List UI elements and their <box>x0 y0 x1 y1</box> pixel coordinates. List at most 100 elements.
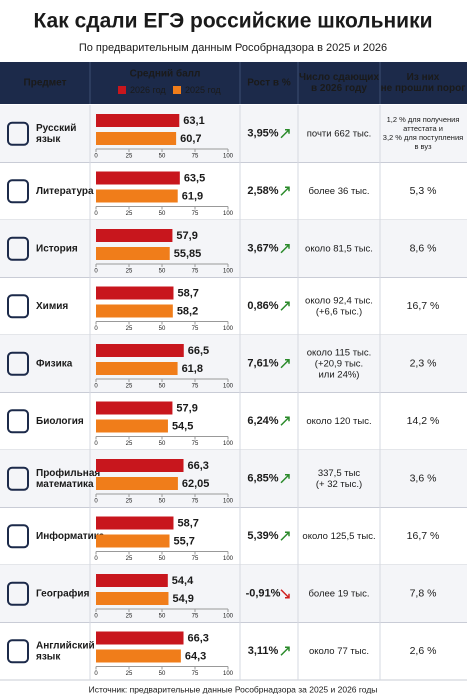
subject: Информатика <box>36 530 105 542</box>
failed: 14,2 % <box>407 415 440 427</box>
tick-label: 0 <box>94 614 98 620</box>
header-failed: не прошли порог <box>381 83 466 94</box>
bar <box>96 419 168 433</box>
bar <box>96 401 173 415</box>
tick-label: 75 <box>192 499 199 505</box>
value-label: 64,3 <box>185 650 206 662</box>
tick-label: 50 <box>159 211 166 217</box>
bar <box>96 247 170 260</box>
bar <box>96 459 184 472</box>
value-label: 58,7 <box>177 517 198 529</box>
tick-label: 75 <box>192 326 199 332</box>
bar <box>96 189 178 203</box>
subject: История <box>36 243 78 254</box>
takers: более 36 тыс. <box>308 186 369 197</box>
tick-label: 0 <box>94 499 98 505</box>
tick-label: 0 <box>94 441 98 447</box>
bar <box>96 344 184 357</box>
subject-icon <box>7 639 29 664</box>
tick-label: 0 <box>94 556 98 562</box>
bar <box>96 362 178 375</box>
failed: 16,7 % <box>407 300 440 312</box>
takers: около 120 тыс. <box>306 416 371 427</box>
tick-label: 25 <box>126 499 133 505</box>
tick-label: 50 <box>159 326 166 332</box>
title: Как сдали ЕГЭ российские школьники <box>33 10 432 33</box>
takers: около 77 тыс. <box>309 646 369 657</box>
header-growth: Рост в % <box>247 78 291 89</box>
trend-arrow <box>280 244 290 254</box>
bar <box>96 477 178 490</box>
subject-icon <box>7 409 29 434</box>
growth: 0,86% <box>247 300 278 312</box>
growth: 7,61% <box>247 358 278 370</box>
legend-label: 2025 год <box>185 85 221 95</box>
trend-arrow <box>280 589 290 599</box>
tick-label: 0 <box>94 269 98 275</box>
tick-label: 75 <box>192 154 199 160</box>
tick-label: 50 <box>159 614 166 620</box>
subject: язык <box>36 651 61 662</box>
legend-label: 2026 год <box>130 85 166 95</box>
value-label: 58,7 <box>177 287 198 299</box>
row-bg <box>0 450 467 508</box>
tick-label: 100 <box>223 154 234 160</box>
tick-label: 50 <box>159 154 166 160</box>
value-label: 54,4 <box>172 575 194 587</box>
value-label: 61,9 <box>182 190 203 202</box>
tick-label: 25 <box>126 384 133 390</box>
takers: (+ 32 тыс.) <box>316 479 362 490</box>
value-label: 66,3 <box>188 632 209 644</box>
subject: География <box>36 587 90 599</box>
failed: 7,8 % <box>410 588 437 600</box>
subject: математика <box>36 479 94 490</box>
failed: аттестата и <box>403 124 443 133</box>
takers: почти 662 тыс. <box>307 128 372 139</box>
header-failed: Из них <box>407 72 440 83</box>
tick-label: 25 <box>126 211 133 217</box>
bar <box>96 574 168 587</box>
value-label: 62,05 <box>182 478 210 490</box>
growth: 3,95% <box>247 128 278 140</box>
tick-label: 75 <box>192 614 199 620</box>
trend-arrow <box>280 186 290 196</box>
failed: 2,3 % <box>410 358 437 370</box>
tick-label: 50 <box>159 441 166 447</box>
header-subject: Предмет <box>24 78 67 89</box>
subject-icon <box>7 466 29 491</box>
subtitle: По предварительным данным Рособрнадзора … <box>79 42 387 54</box>
value-label: 58,2 <box>177 305 198 317</box>
row-bg <box>0 220 467 278</box>
value-label: 55,7 <box>174 535 195 547</box>
trend-arrow <box>280 646 290 656</box>
tick-label: 100 <box>223 499 234 505</box>
growth: 3,67% <box>247 243 278 255</box>
row-bg <box>0 105 467 163</box>
value-label: 57,9 <box>176 402 197 414</box>
bar <box>96 304 173 318</box>
tick-label: 100 <box>223 211 234 217</box>
failed: 5,3 % <box>410 185 437 197</box>
failed: 1,2 % для получения <box>387 115 460 124</box>
value-label: 55,85 <box>174 248 202 260</box>
growth: 6,85% <box>247 473 278 485</box>
subject-icon <box>7 294 29 319</box>
tick-label: 100 <box>223 614 234 620</box>
value-label: 54,9 <box>172 593 193 605</box>
tick-label: 0 <box>94 671 98 677</box>
tick-label: 0 <box>94 154 98 160</box>
takers: (+6,6 тыс.) <box>316 306 362 317</box>
header-score: Средний балл <box>130 68 201 80</box>
bar <box>96 592 169 605</box>
value-label: 63,5 <box>184 172 205 184</box>
tick-label: 25 <box>126 269 133 275</box>
trend-arrow <box>280 301 290 311</box>
tick-label: 50 <box>159 671 166 677</box>
takers: около 115 тыс. <box>307 347 372 358</box>
tick-label: 50 <box>159 384 166 390</box>
tick-label: 25 <box>126 556 133 562</box>
growth: 2,58% <box>247 185 278 197</box>
tick-label: 25 <box>126 671 133 677</box>
tick-label: 50 <box>159 269 166 275</box>
row-bg <box>0 565 467 623</box>
